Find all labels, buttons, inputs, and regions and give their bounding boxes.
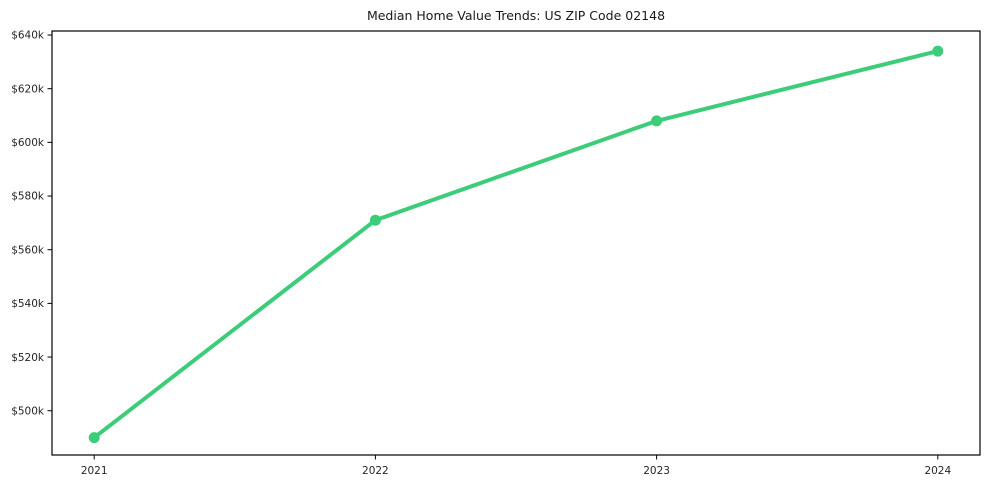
trend-line bbox=[92, 49, 940, 440]
y-tick-label: $620k bbox=[11, 83, 45, 95]
y-tick-label: $640k bbox=[11, 30, 45, 42]
data-point-2024 bbox=[932, 45, 944, 57]
data-point-2022 bbox=[369, 214, 381, 226]
y-tick-label: $500k bbox=[11, 405, 45, 417]
x-tick-label: 2024 bbox=[924, 465, 951, 477]
plot-area: $500k $520k $540k $560k $580k $600k $620k $640k… bbox=[11, 30, 981, 477]
y-tick-label: $520k bbox=[11, 352, 45, 364]
data-point-2023 bbox=[651, 115, 663, 127]
y-tick-label: $600k bbox=[11, 137, 45, 149]
data-point-2021 bbox=[88, 432, 100, 444]
y-tick-label: $580k bbox=[11, 191, 45, 203]
plot-border bbox=[51, 30, 981, 456]
x-tick-label: 2022 bbox=[362, 465, 389, 477]
chart-title: Median Home Value Trends: US ZIP Code 02… bbox=[367, 8, 665, 23]
x-tick-label: 2023 bbox=[643, 465, 670, 477]
y-tick-label: $540k bbox=[11, 298, 45, 310]
y-tick-label: $560k bbox=[11, 244, 45, 256]
x-tick-label: 2021 bbox=[81, 465, 108, 477]
